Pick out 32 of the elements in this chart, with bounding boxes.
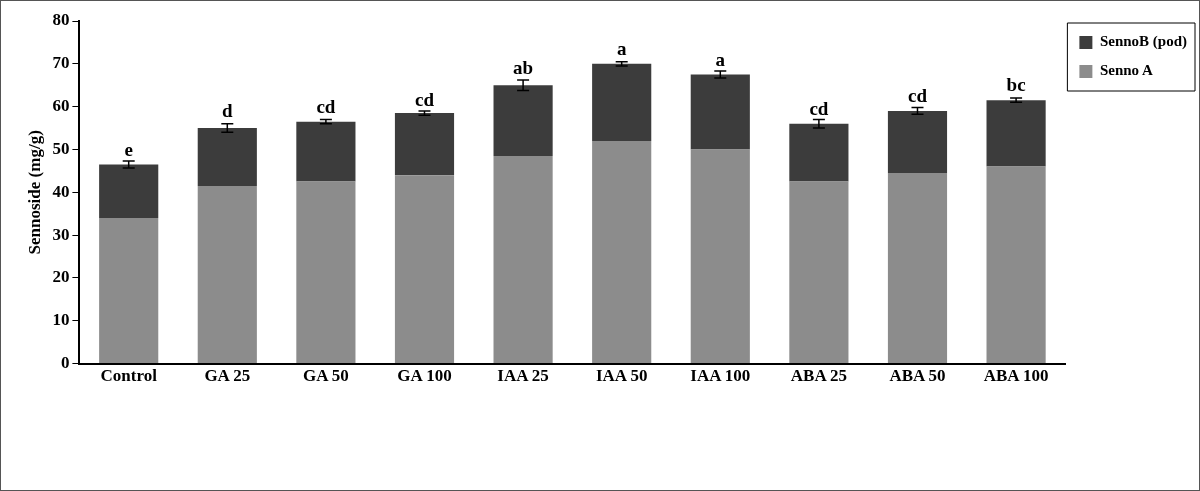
y-tick-label: 10 xyxy=(52,310,70,330)
x-tick-label: GA 50 xyxy=(302,366,349,386)
x-tick-label: ABA 50 xyxy=(889,366,946,386)
x-tick-label: GA 100 xyxy=(397,366,452,386)
annotation: d xyxy=(222,100,234,122)
x-tick-label: IAA 25 xyxy=(497,366,549,386)
annotation: a xyxy=(715,48,726,70)
y-tick-label: 60 xyxy=(52,96,70,116)
y-tick-label: 50 xyxy=(52,138,70,158)
x-tick-label: IAA 50 xyxy=(595,366,648,386)
annotation: cd xyxy=(907,85,928,107)
annotation: e xyxy=(124,138,133,160)
y-tick-label: 40 xyxy=(52,181,70,201)
y-tick-label: 80 xyxy=(52,10,70,30)
x-tick-label: GA 25 xyxy=(204,366,251,386)
annotation: ab xyxy=(513,57,534,79)
legend-label: Senno A xyxy=(1099,62,1153,79)
legend-label: SennoB (pod) xyxy=(1099,33,1188,51)
x-tick-label: ABA 25 xyxy=(790,366,847,386)
x-tick-label: Control xyxy=(100,366,158,386)
y-tick-label: 30 xyxy=(52,224,70,244)
y-tick-label: 70 xyxy=(52,53,70,73)
y-tick-label: 20 xyxy=(52,267,70,287)
x-tick-label: IAA 100 xyxy=(690,366,751,386)
x-tick-label: ABA 100 xyxy=(983,366,1049,386)
annotation: a xyxy=(616,37,627,59)
annotation: cd xyxy=(414,89,435,111)
annotation: cd xyxy=(316,95,336,117)
y-axis-title: Sennoside (mg/g) xyxy=(24,130,44,255)
y-tick-label: 0 xyxy=(60,352,70,372)
annotation: cd xyxy=(809,97,829,119)
annotation: bc xyxy=(1006,74,1026,96)
